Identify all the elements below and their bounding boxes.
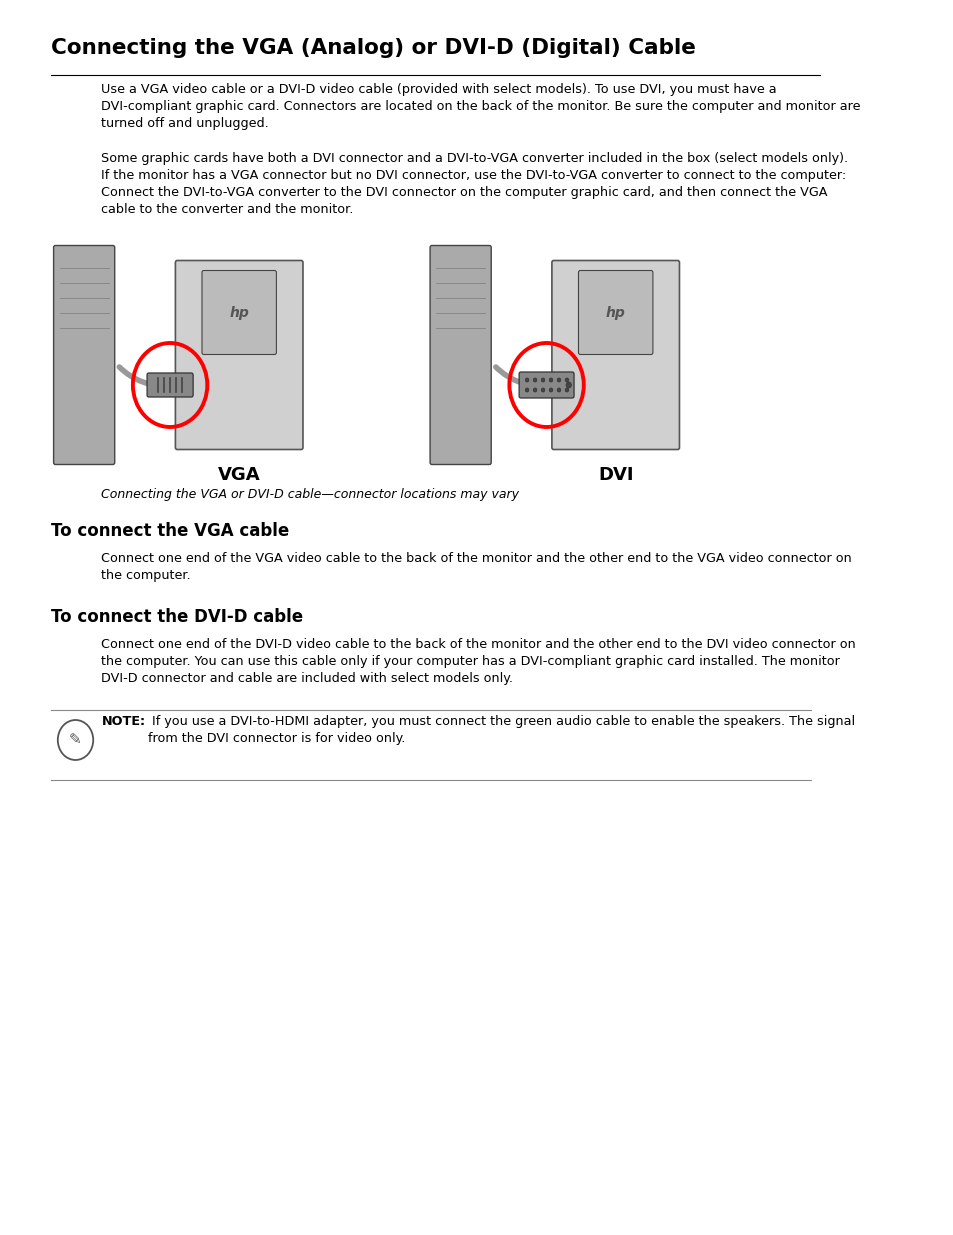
Text: Connect one end of the DVI-D video cable to the back of the monitor and the othe: Connect one end of the DVI-D video cable… — [101, 638, 855, 685]
Circle shape — [565, 382, 571, 388]
Text: Connect one end of the VGA video cable to the back of the monitor and the other : Connect one end of the VGA video cable t… — [101, 552, 851, 582]
Circle shape — [525, 388, 528, 391]
Circle shape — [540, 388, 544, 391]
Text: hp: hp — [605, 305, 625, 320]
Text: hp: hp — [229, 305, 249, 320]
FancyBboxPatch shape — [578, 270, 652, 354]
FancyBboxPatch shape — [518, 372, 574, 398]
Circle shape — [549, 378, 552, 382]
Circle shape — [549, 388, 552, 391]
Text: Connecting the VGA (Analog) or DVI-D (Digital) Cable: Connecting the VGA (Analog) or DVI-D (Di… — [51, 38, 695, 58]
Circle shape — [564, 378, 568, 382]
Circle shape — [533, 388, 537, 391]
Circle shape — [525, 378, 528, 382]
Text: ✎: ✎ — [69, 732, 82, 747]
FancyBboxPatch shape — [430, 246, 491, 464]
Text: DVI: DVI — [598, 466, 633, 483]
FancyBboxPatch shape — [53, 246, 114, 464]
Text: VGA: VGA — [217, 466, 260, 483]
FancyBboxPatch shape — [175, 261, 303, 450]
Text: Connecting the VGA or DVI-D cable—connector locations may vary: Connecting the VGA or DVI-D cable—connec… — [101, 488, 518, 501]
Circle shape — [564, 388, 568, 391]
Circle shape — [533, 378, 537, 382]
Circle shape — [540, 378, 544, 382]
Text: Some graphic cards have both a DVI connector and a DVI-to-VGA converter included: Some graphic cards have both a DVI conne… — [101, 152, 847, 216]
FancyBboxPatch shape — [552, 261, 679, 450]
Text: NOTE:: NOTE: — [102, 715, 146, 727]
FancyBboxPatch shape — [147, 373, 193, 396]
Circle shape — [557, 378, 560, 382]
FancyBboxPatch shape — [202, 270, 276, 354]
Text: To connect the DVI-D cable: To connect the DVI-D cable — [51, 608, 302, 626]
Circle shape — [557, 388, 560, 391]
Text: Use a VGA video cable or a DVI-D video cable (provided with select models). To u: Use a VGA video cable or a DVI-D video c… — [101, 83, 860, 130]
Text: If you use a DVI-to-HDMI adapter, you must connect the green audio cable to enab: If you use a DVI-to-HDMI adapter, you mu… — [148, 715, 855, 745]
Text: To connect the VGA cable: To connect the VGA cable — [51, 522, 289, 540]
